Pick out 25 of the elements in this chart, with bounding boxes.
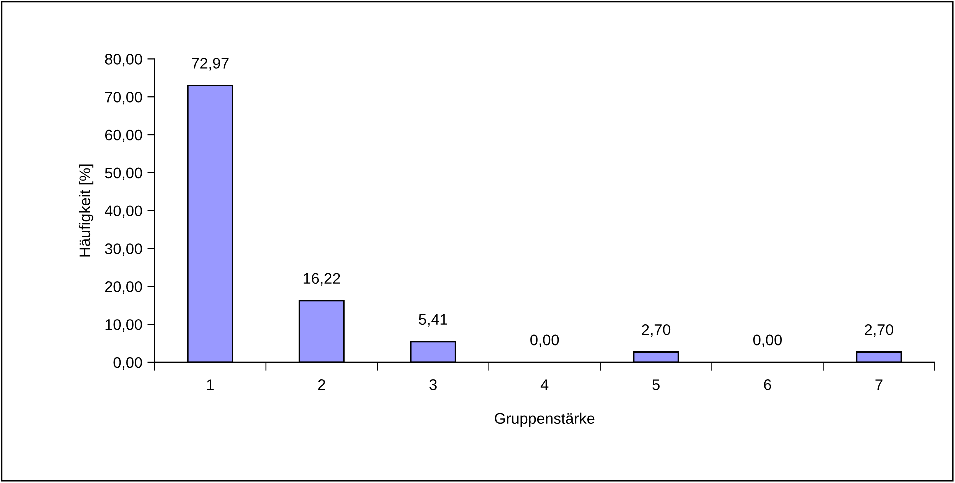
y-tick-label: 60,00 [105, 130, 142, 142]
y-tick-label: 0,00 [114, 357, 142, 370]
x-tick-label: 2 [318, 380, 326, 390]
y-tick-label: 50,00 [105, 168, 142, 180]
data-label: 5,41 [419, 314, 448, 327]
data-label: 2,70 [642, 324, 671, 338]
x-tick-label: 6 [764, 380, 772, 390]
data-label: 16,22 [304, 273, 340, 286]
y-tick-label: 80,00 [105, 54, 142, 67]
y-tick-label: 30,00 [105, 244, 142, 256]
x-tick-label: 7 [876, 380, 883, 390]
x-tick-label: 4 [540, 380, 549, 390]
x-tick-label: 5 [652, 380, 660, 390]
y-tick-label: 10,00 [106, 319, 142, 332]
x-axis-title: Gruppenstärke [495, 412, 595, 428]
y-tick-label: 20,00 [105, 282, 142, 294]
y-axis-title: Häufigkeit [%] [79, 164, 94, 257]
x-tick-label: 1 [207, 380, 214, 390]
y-tick-label: 70,00 [105, 92, 142, 105]
data-label: 0,00 [753, 334, 782, 348]
y-tick-label: 40,00 [105, 206, 142, 218]
data-label: 72,97 [192, 58, 229, 71]
data-label: 2,70 [865, 324, 894, 338]
x-tick-label: 3 [430, 380, 437, 390]
data-label: 0,00 [530, 334, 560, 348]
